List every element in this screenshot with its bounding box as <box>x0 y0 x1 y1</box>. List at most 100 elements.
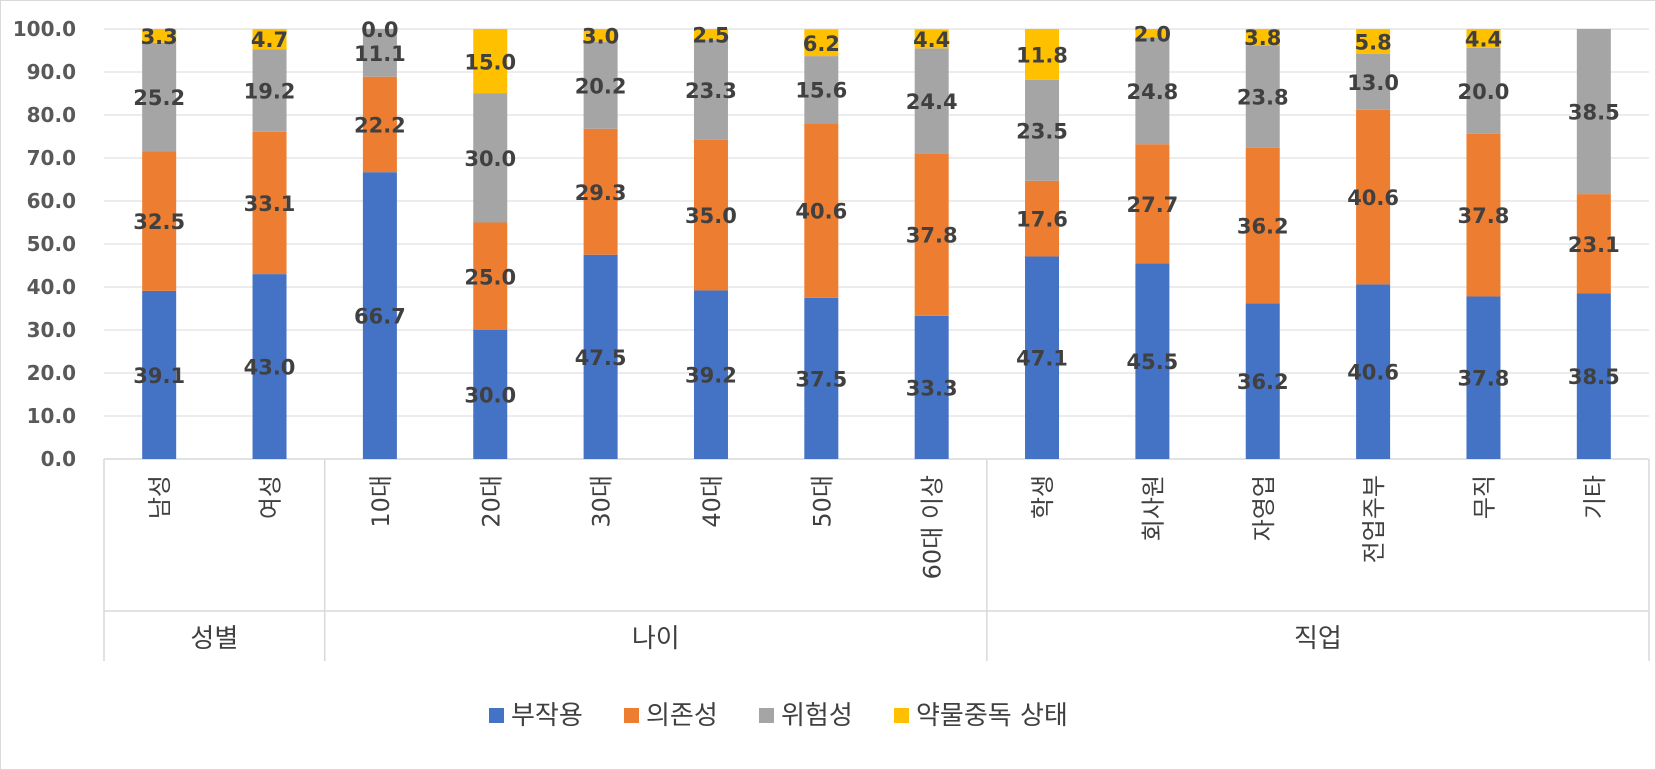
data-label: 2.0 <box>1134 22 1171 46</box>
bar-segment <box>914 48 949 154</box>
data-label: 24.8 <box>1126 80 1178 104</box>
data-label: 37.8 <box>906 224 958 248</box>
category-label: 기타 <box>1581 475 1609 519</box>
data-label: 37.8 <box>1458 204 1510 228</box>
data-label: 11.1 <box>354 42 406 66</box>
y-tick-label: 60.0 <box>27 189 76 213</box>
legend-label: 약물중독 상태 <box>916 701 1068 731</box>
category-label: 50대 <box>808 475 836 528</box>
data-label: 37.8 <box>1458 367 1510 391</box>
y-tick-label: 80.0 <box>27 103 76 127</box>
data-label: 66.7 <box>354 305 406 329</box>
bar-segment <box>693 139 728 291</box>
bar-segment <box>142 42 177 152</box>
category-label: 학생 <box>1029 475 1057 519</box>
category-label: 여성 <box>257 475 285 519</box>
bar-segment <box>252 29 287 50</box>
bar-segment <box>252 49 287 132</box>
bar-segment <box>1466 133 1501 297</box>
bar-segment <box>1576 194 1611 294</box>
bar-segment <box>914 315 949 459</box>
data-label: 6.2 <box>803 32 840 56</box>
data-label: 36.2 <box>1237 215 1289 239</box>
bar-segment <box>252 131 287 275</box>
data-label: 11.8 <box>1016 43 1068 67</box>
bar-segment <box>362 29 397 77</box>
data-label: 40.6 <box>795 199 847 223</box>
legend-swatch <box>624 708 639 723</box>
y-tick-label: 10.0 <box>27 404 76 428</box>
bar-segment <box>914 153 949 316</box>
bar-segment <box>1245 303 1280 459</box>
bar-segment <box>1356 109 1391 285</box>
legend-label: 의존성 <box>646 701 718 731</box>
bar-segment <box>252 274 287 459</box>
category-label: 30대 <box>588 475 616 528</box>
bar-segment <box>804 123 839 298</box>
data-label: 22.2 <box>354 113 406 137</box>
group-label: 성별 <box>190 624 238 654</box>
category-label: 자영업 <box>1250 475 1278 541</box>
data-label: 27.7 <box>1126 193 1178 217</box>
category-label: 전업주부 <box>1360 475 1388 563</box>
data-label: 40.6 <box>1347 361 1399 385</box>
data-label: 5.8 <box>1355 30 1392 54</box>
bar-segment <box>693 39 728 140</box>
bar-segment <box>1466 47 1501 134</box>
bar-segment <box>1576 293 1611 459</box>
data-label: 19.2 <box>244 79 296 103</box>
y-tick-label: 30.0 <box>27 318 76 342</box>
bar-segment <box>1135 144 1170 264</box>
bar-segment <box>693 29 728 40</box>
category-label: 20대 <box>477 475 505 528</box>
bar-segment <box>1245 45 1280 148</box>
legend-swatch <box>759 708 774 723</box>
data-label: 37.5 <box>795 367 847 391</box>
data-label: 4.4 <box>913 28 950 52</box>
bar-segment <box>1025 256 1060 459</box>
data-label: 30.0 <box>464 147 516 171</box>
bar-segment <box>1356 29 1391 54</box>
bar-segment <box>362 76 397 173</box>
data-label: 23.3 <box>685 79 737 103</box>
y-tick-label: 0.0 <box>41 447 76 471</box>
data-label: 36.2 <box>1237 370 1289 394</box>
data-label: 23.5 <box>1016 119 1068 143</box>
bar-segment <box>1135 263 1170 459</box>
legend-label: 부작용 <box>511 701 583 731</box>
bar-segment <box>142 290 177 459</box>
data-label: 35.0 <box>685 204 737 228</box>
data-label: 33.3 <box>906 376 958 400</box>
category-label: 남성 <box>146 475 174 519</box>
bar-segment <box>1576 29 1611 195</box>
data-label: 39.1 <box>133 364 185 388</box>
bar-segment <box>1245 147 1280 304</box>
data-label: 30.0 <box>464 384 516 408</box>
bar-segment <box>804 56 839 124</box>
bar-segment <box>583 128 618 255</box>
data-label: 15.6 <box>795 79 847 103</box>
data-label: 4.7 <box>251 28 288 52</box>
data-label: 24.4 <box>906 90 958 114</box>
data-label: 15.0 <box>464 50 516 74</box>
data-label: 3.0 <box>582 24 619 48</box>
data-label: 13.0 <box>1347 71 1399 95</box>
bar-segment <box>583 41 618 129</box>
data-label: 17.6 <box>1016 208 1068 232</box>
bar-segment <box>1356 284 1391 459</box>
data-label: 23.8 <box>1237 86 1289 110</box>
data-label: 25.2 <box>133 86 185 110</box>
data-label: 33.1 <box>244 192 296 216</box>
bar-segment <box>362 172 397 459</box>
group-label: 직업 <box>1294 624 1342 654</box>
bar-segment <box>1025 29 1060 80</box>
data-label: 0.0 <box>361 18 398 42</box>
bar-segment <box>804 29 839 57</box>
bar-segment <box>142 29 177 43</box>
y-tick-label: 50.0 <box>27 232 76 256</box>
y-tick-label: 20.0 <box>27 361 76 385</box>
category-label: 회사원 <box>1139 475 1167 541</box>
data-label: 38.5 <box>1568 365 1620 389</box>
